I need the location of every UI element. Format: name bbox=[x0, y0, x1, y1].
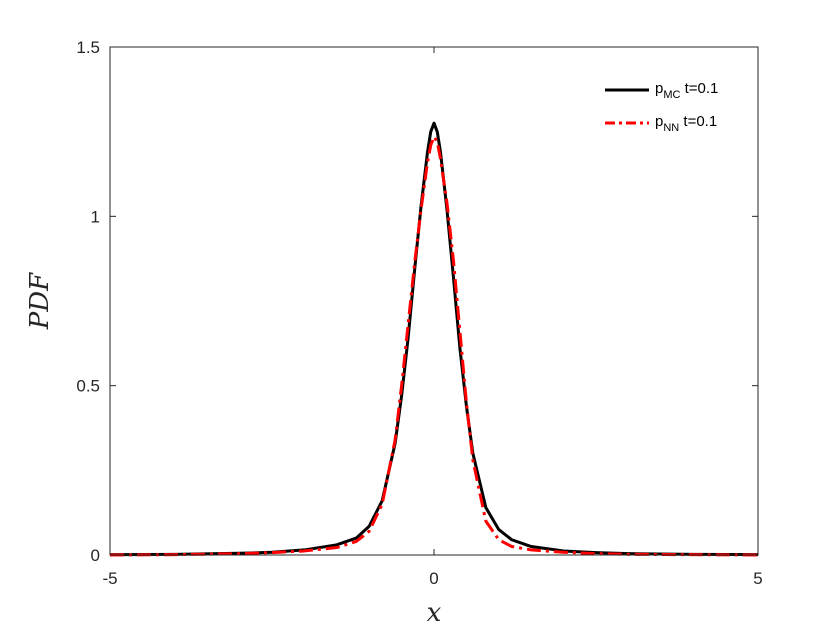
legend-main: p bbox=[655, 80, 663, 97]
legend-suffix: t=0.1 bbox=[680, 80, 718, 97]
y-tick-label: 1 bbox=[91, 207, 100, 226]
y-axis-title: PDF bbox=[25, 272, 55, 330]
x-tick-label: -5 bbox=[102, 569, 117, 588]
legend-subscript: MC bbox=[663, 89, 680, 101]
y-tick-label: 0 bbox=[91, 546, 100, 565]
x-axis-title: x bbox=[427, 598, 442, 628]
legend-suffix: t=0.1 bbox=[679, 113, 717, 130]
y-tick-label: 1.5 bbox=[76, 38, 100, 57]
series-layer bbox=[109, 121, 759, 557]
legend-subscript: NN bbox=[663, 122, 679, 134]
tick-layer: -5 0 500.511.5 bbox=[76, 38, 762, 588]
legend-entry-mc: pMC t=0.1 bbox=[655, 80, 718, 101]
y-tick-label: 0.5 bbox=[76, 377, 100, 396]
legend-entry-nn: pNN t=0.1 bbox=[655, 113, 717, 134]
legend-main: p bbox=[655, 113, 663, 130]
x-tick-label: 0 bbox=[429, 569, 438, 588]
x-tick-label: 5 bbox=[753, 569, 762, 588]
series-line-mc bbox=[109, 121, 759, 557]
